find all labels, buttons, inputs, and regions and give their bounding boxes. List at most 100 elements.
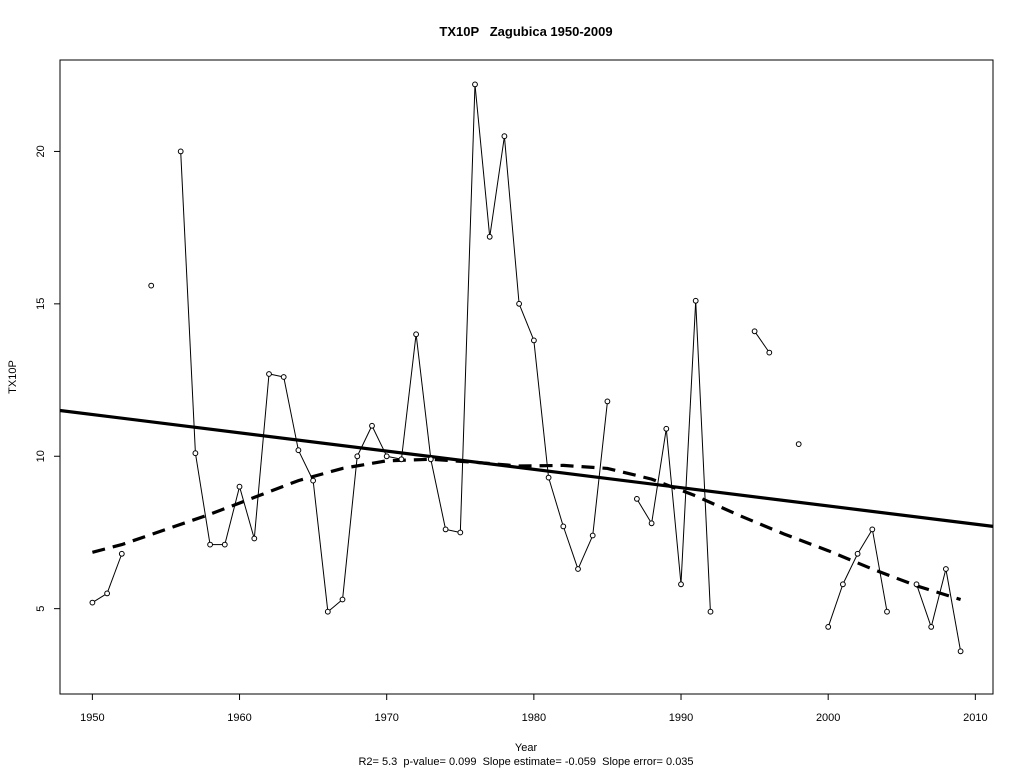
series-segment bbox=[916, 586, 931, 625]
data-point bbox=[516, 300, 522, 307]
series-segment bbox=[578, 537, 593, 568]
data-point bbox=[369, 422, 375, 429]
data-point bbox=[427, 456, 434, 463]
data-point bbox=[295, 447, 302, 454]
data-point bbox=[840, 581, 846, 588]
plot-frame bbox=[59, 59, 994, 695]
series-segment bbox=[283, 379, 299, 448]
data-point bbox=[869, 526, 876, 533]
chart-marks bbox=[59, 81, 994, 655]
data-point bbox=[486, 233, 493, 240]
data-point bbox=[236, 483, 243, 490]
y-axis-label: TX10P bbox=[7, 360, 19, 394]
series-segment bbox=[415, 336, 432, 457]
data-point bbox=[884, 608, 890, 615]
series-segment bbox=[357, 427, 372, 455]
data-point bbox=[280, 374, 287, 380]
data-point bbox=[766, 349, 773, 356]
data-point bbox=[692, 297, 699, 304]
series-segment bbox=[447, 529, 459, 533]
data-point bbox=[251, 535, 258, 542]
data-point bbox=[472, 81, 478, 88]
trend-line bbox=[59, 408, 994, 528]
x-axis-label: Year bbox=[515, 742, 538, 754]
series-segment bbox=[430, 461, 446, 528]
data-point bbox=[207, 541, 214, 548]
data-point bbox=[648, 520, 655, 527]
series-segment bbox=[945, 571, 961, 650]
series-segment bbox=[504, 138, 520, 302]
data-point bbox=[545, 474, 552, 481]
data-point bbox=[148, 282, 155, 289]
data-point bbox=[354, 453, 361, 460]
series-segment bbox=[931, 571, 946, 625]
series-segment bbox=[858, 531, 872, 552]
data-point bbox=[324, 608, 331, 615]
y-tick-label: 15 bbox=[35, 298, 47, 310]
series-segment bbox=[298, 452, 313, 479]
data-point bbox=[457, 529, 464, 536]
data-point bbox=[825, 624, 832, 630]
data-point bbox=[398, 456, 405, 463]
data-point bbox=[663, 425, 670, 432]
x-axis: 1950 1960 1970 1980 1990 2000 2010 bbox=[80, 694, 988, 724]
series-segment bbox=[239, 488, 255, 537]
data-point bbox=[266, 371, 272, 377]
series-segment bbox=[533, 342, 549, 476]
data-point bbox=[854, 550, 861, 557]
series-segment bbox=[828, 586, 843, 625]
x-tick-label: 1950 bbox=[80, 712, 104, 724]
x-tick-label: 1990 bbox=[669, 712, 693, 724]
series-segment bbox=[342, 458, 358, 598]
data-point bbox=[928, 624, 935, 630]
chart-title: TX10P Zagubica 1950-2009 bbox=[439, 24, 612, 39]
data-point bbox=[104, 590, 110, 597]
series-segment bbox=[695, 303, 711, 610]
series-segment bbox=[651, 431, 667, 521]
series-segment bbox=[519, 305, 534, 339]
series-segment bbox=[489, 138, 505, 235]
smoothed-curve bbox=[91, 457, 962, 602]
data-point bbox=[221, 541, 228, 548]
regression-stats: R2= 5.3 p-value= 0.099 Slope estimate= -… bbox=[358, 756, 693, 768]
series-segment bbox=[312, 482, 329, 610]
data-point bbox=[560, 523, 567, 530]
series-segment bbox=[755, 333, 769, 351]
y-axis: 5 10 15 20 bbox=[35, 145, 60, 612]
series-segment bbox=[474, 86, 490, 235]
series-segment bbox=[548, 479, 564, 525]
data-point bbox=[634, 496, 640, 502]
data-point bbox=[89, 599, 96, 606]
data-point bbox=[943, 566, 949, 572]
series-segment bbox=[563, 528, 578, 567]
x-tick-label: 2000 bbox=[816, 712, 840, 724]
series-segment bbox=[224, 488, 240, 543]
data-point bbox=[531, 337, 537, 344]
series-segment bbox=[666, 431, 682, 582]
series-segment bbox=[872, 531, 888, 610]
series-segment bbox=[94, 594, 106, 602]
data-point bbox=[192, 450, 199, 457]
x-tick-label: 1970 bbox=[374, 712, 398, 724]
data-point bbox=[118, 550, 125, 557]
data-point bbox=[413, 331, 420, 338]
series-segment bbox=[401, 336, 417, 457]
x-tick-label: 1960 bbox=[227, 712, 251, 724]
data-point bbox=[339, 596, 346, 603]
data-point bbox=[501, 133, 508, 140]
series-segment bbox=[271, 373, 282, 377]
data-point bbox=[751, 328, 758, 335]
data-point bbox=[589, 532, 596, 539]
y-tick-label: 20 bbox=[35, 145, 47, 157]
series-segment bbox=[254, 376, 270, 537]
series-segment bbox=[329, 600, 342, 611]
data-point bbox=[177, 148, 184, 155]
series-segment bbox=[372, 427, 387, 455]
data-point bbox=[604, 398, 611, 405]
data-point bbox=[707, 608, 714, 615]
series-segment bbox=[592, 403, 608, 534]
data-point bbox=[795, 441, 802, 448]
x-tick-label: 2010 bbox=[963, 712, 987, 724]
